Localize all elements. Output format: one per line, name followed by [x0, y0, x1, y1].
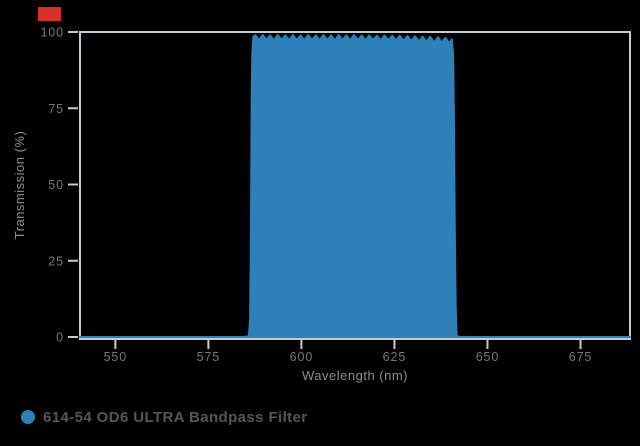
y-tick-label: 0: [56, 331, 64, 345]
x-tick-label: 550: [104, 350, 128, 364]
y-tick-label: 75: [48, 102, 64, 116]
x-tick-label: 575: [197, 350, 221, 364]
x-tick-label: 675: [569, 350, 593, 364]
y-axis-title: Transmission (%): [12, 131, 27, 240]
series-area: [79, 34, 631, 338]
x-tick-label: 625: [383, 350, 407, 364]
y-tick-label: 100: [40, 26, 64, 40]
x-tick-label: 650: [476, 350, 500, 364]
x-tick-label: 600: [290, 350, 314, 364]
y-tick-label: 25: [48, 254, 64, 268]
legend-label: 614-54 OD6 ULTRA Bandpass Filter: [43, 408, 308, 426]
y-tick-label: 50: [48, 178, 64, 192]
plot-border: [79, 31, 631, 340]
red-marker: [38, 7, 61, 21]
x-axis-title: Wavelength (nm): [302, 368, 408, 383]
legend-marker-icon: [21, 410, 35, 424]
legend[interactable]: 614-54 OD6 ULTRA Bandpass Filter: [21, 407, 308, 427]
